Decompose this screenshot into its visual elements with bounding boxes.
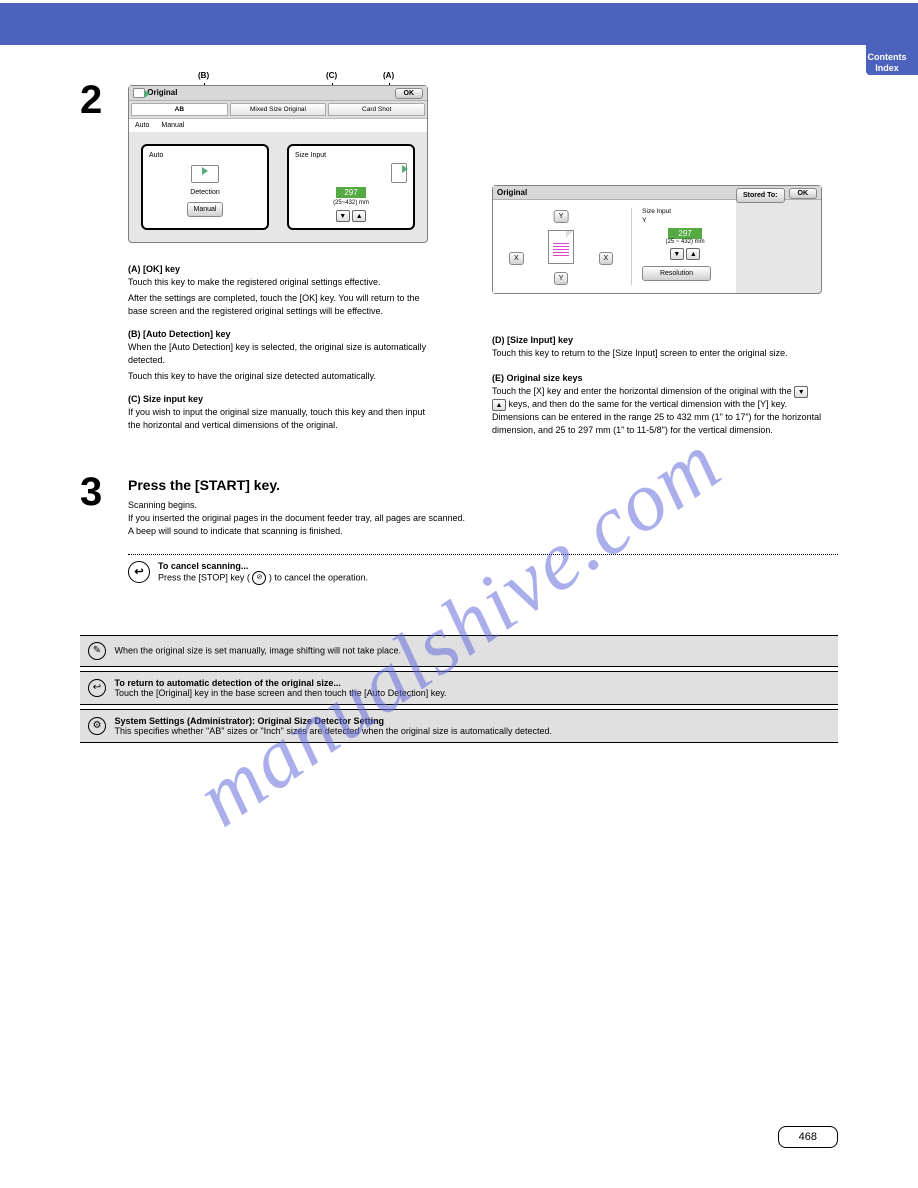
- panel2-size-input: Size Input: [642, 208, 728, 215]
- footer-auto: Auto: [135, 122, 149, 129]
- x-right-button[interactable]: X: [599, 252, 614, 265]
- tab-mixed[interactable]: Mixed Size Original: [230, 103, 327, 116]
- cancel-body2: ) to cancel the operation.: [269, 572, 368, 582]
- dialog-title: Original: [147, 88, 177, 97]
- tab-cardshot[interactable]: Card Shot: [328, 103, 425, 116]
- step-3-number: 3: [80, 472, 110, 512]
- tab-ab[interactable]: AB: [131, 103, 228, 116]
- resolution-button[interactable]: Resolution: [642, 266, 711, 281]
- size-input-title: Size Input: [295, 152, 407, 159]
- text-d-body: Touch this key to return to the [Size In…: [492, 347, 822, 360]
- step3-sub2: A beep will sound to indicate that scann…: [128, 525, 838, 538]
- size-input-box[interactable]: Size Input 297 (25~432) mm ▼ ▲: [287, 144, 415, 230]
- y-bottom-button[interactable]: Y: [554, 272, 569, 285]
- step3-sub1: If you inserted the original pages in th…: [128, 512, 838, 525]
- dialog2-title: Original: [497, 188, 527, 197]
- size-range: (25~432) mm: [295, 200, 407, 206]
- info3-body: This specifies whether "AB" sizes or "In…: [115, 726, 553, 736]
- text-b-title: (B) [Auto Detection] key: [128, 329, 231, 339]
- note-bar-3: ⚙ System Settings (Administrator): Origi…: [80, 709, 838, 743]
- size-value: 297: [336, 187, 365, 198]
- page-auto-icon: [191, 165, 219, 183]
- text-b-body2: Touch this key to have the original size…: [128, 370, 428, 383]
- step-2-number: 2: [80, 80, 110, 120]
- callout-c: (C): [326, 71, 337, 80]
- panel2-arrows[interactable]: ▼ ▲: [642, 248, 728, 260]
- stored-to-button[interactable]: Stored To:: [736, 188, 784, 203]
- auto-detection-box[interactable]: Auto Detection Manual: [141, 144, 269, 230]
- stop-key-icon: ⊘: [252, 571, 266, 585]
- x-value: 297: [668, 228, 701, 239]
- size-input-dialog: Original OK Stored To: Y X X Y: [492, 185, 822, 294]
- note-bar-2: ↩ To return to automatic detection of th…: [80, 671, 838, 705]
- original-dialog: Original OK AB Mixed Size Original Card …: [128, 85, 428, 243]
- text-e-body2: keys, and then do the same for the verti…: [492, 399, 821, 435]
- back-icon: ↩: [128, 561, 150, 583]
- callout-a: (A): [383, 71, 394, 80]
- step3-title: Press the [START] key.: [128, 477, 838, 493]
- text-a-title: (A) [OK] key: [128, 264, 180, 274]
- info2-body: Touch the [Original] key in the base scr…: [115, 688, 447, 698]
- pencil-icon: ✎: [88, 642, 106, 660]
- step3-body: Scanning begins.: [128, 499, 838, 512]
- info3-title: System Settings (Administrator): Origina…: [115, 716, 385, 726]
- cancel-title: To cancel scanning...: [158, 561, 368, 571]
- text-d-title: (D) [Size Input] key: [492, 335, 573, 345]
- size-arrow-keys[interactable]: ▼ ▲: [295, 210, 407, 222]
- gear-icon: ⚙: [88, 717, 106, 735]
- manual-button[interactable]: Manual: [187, 202, 224, 217]
- y-label2: Y: [642, 217, 728, 224]
- page-size-icon: [391, 163, 407, 183]
- text-c-title: (C) Size input key: [128, 394, 203, 404]
- text-e-title: (E) Original size keys: [492, 373, 583, 383]
- ok-button-2[interactable]: OK: [789, 188, 818, 199]
- dialog-tabs: AB Mixed Size Original Card Shot: [129, 101, 427, 119]
- text-e-body1: Touch the [X] key and enter the horizont…: [492, 386, 794, 396]
- page-number: 468: [778, 1126, 838, 1148]
- y-button[interactable]: Y: [554, 210, 569, 223]
- back-icon-2: ↩: [88, 679, 106, 697]
- text-a-body1: Touch this key to make the registered or…: [128, 276, 428, 289]
- ok-button[interactable]: OK: [395, 88, 424, 99]
- info2-title: To return to automatic detection of the …: [115, 678, 341, 688]
- info1-text: When the original size is set manually, …: [115, 645, 401, 655]
- footer-manual: Manual: [161, 122, 184, 129]
- auto-title: Auto: [149, 152, 261, 159]
- auto-sub: Detection: [149, 189, 261, 196]
- text-e-body: Touch the [X] key and enter the horizont…: [492, 385, 822, 437]
- original-icon: [133, 88, 145, 98]
- x-left-button[interactable]: X: [509, 252, 524, 265]
- note-bar-1: ✎ When the original size is set manually…: [80, 635, 838, 667]
- cancel-body: Press the [STOP] key (: [158, 572, 250, 582]
- callout-b: (B): [198, 71, 209, 80]
- text-c-body1: If you wish to input the original size m…: [128, 406, 428, 432]
- document-icon: [548, 230, 574, 264]
- text-b-body1: When the [Auto Detection] key is selecte…: [128, 341, 428, 367]
- x-range: (25 ~ 432) mm: [642, 239, 728, 245]
- text-a-body2: After the settings are completed, touch …: [128, 292, 428, 318]
